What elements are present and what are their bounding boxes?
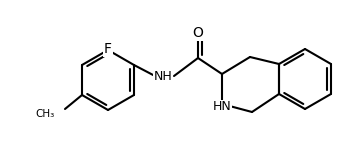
Text: HN: HN (213, 101, 231, 114)
Text: O: O (192, 26, 203, 40)
Text: NH: NH (154, 69, 172, 82)
Text: F: F (104, 42, 112, 56)
Text: CH₃: CH₃ (36, 109, 55, 119)
